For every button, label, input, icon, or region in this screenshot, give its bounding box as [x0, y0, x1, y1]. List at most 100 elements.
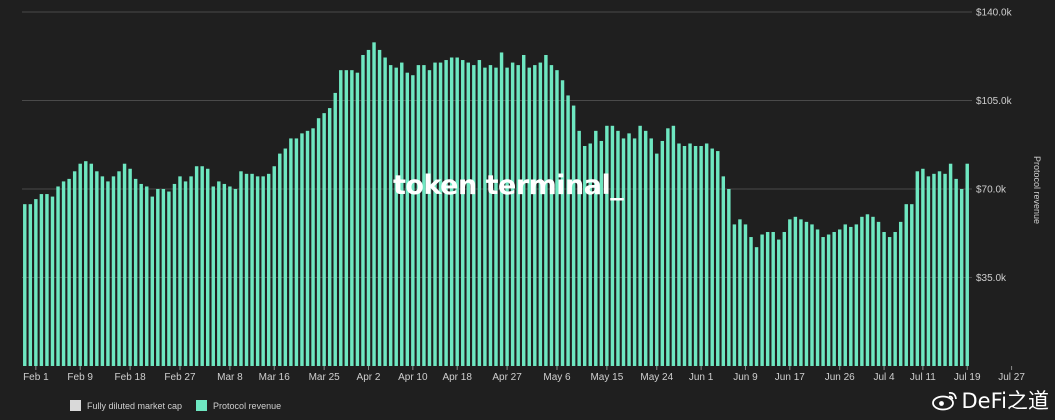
revenue-bar[interactable] — [588, 143, 592, 366]
revenue-bar[interactable] — [366, 49, 371, 367]
revenue-bar[interactable] — [183, 181, 188, 366]
revenue-bar[interactable] — [189, 176, 193, 366]
revenue-bar[interactable] — [965, 163, 969, 366]
revenue-bar[interactable] — [194, 166, 199, 366]
revenue-bar[interactable] — [56, 186, 60, 366]
revenue-bar[interactable] — [898, 221, 903, 366]
revenue-bar[interactable] — [305, 130, 310, 366]
revenue-bar[interactable] — [477, 60, 482, 366]
revenue-bar[interactable] — [732, 224, 737, 366]
revenue-bar[interactable] — [904, 204, 908, 366]
revenue-bar[interactable] — [300, 133, 304, 366]
revenue-bar[interactable] — [78, 163, 82, 366]
revenue-bar[interactable] — [122, 163, 127, 366]
revenue-bar[interactable] — [887, 237, 892, 366]
revenue-bar[interactable] — [704, 143, 709, 366]
revenue-bar[interactable] — [943, 173, 947, 366]
revenue-bar[interactable] — [228, 186, 232, 366]
revenue-bar[interactable] — [838, 229, 842, 366]
revenue-bar[interactable] — [954, 178, 958, 366]
revenue-bar[interactable] — [405, 72, 410, 366]
revenue-bar[interactable] — [832, 231, 836, 366]
revenue-bar[interactable] — [749, 237, 753, 366]
revenue-bar[interactable] — [244, 173, 249, 366]
revenue-bar[interactable] — [693, 146, 698, 366]
revenue-bar[interactable] — [948, 163, 953, 366]
revenue-bar[interactable] — [449, 57, 454, 366]
legend-item-market-cap[interactable]: Fully diluted market cap — [70, 400, 182, 411]
revenue-bar[interactable] — [582, 146, 587, 366]
revenue-bar[interactable] — [200, 166, 204, 366]
revenue-bar[interactable] — [322, 113, 326, 366]
revenue-bar[interactable] — [278, 153, 282, 366]
revenue-bar[interactable] — [95, 171, 99, 366]
revenue-bar[interactable] — [34, 199, 38, 366]
revenue-bar[interactable] — [266, 173, 271, 366]
revenue-bar[interactable] — [843, 224, 847, 366]
revenue-bar[interactable] — [222, 183, 227, 366]
revenue-bar[interactable] — [610, 125, 615, 366]
revenue-bar[interactable] — [538, 62, 543, 366]
revenue-bar[interactable] — [178, 176, 182, 366]
revenue-bar[interactable] — [483, 67, 487, 366]
revenue-bar[interactable] — [959, 189, 964, 366]
revenue-bar[interactable] — [771, 231, 775, 366]
revenue-bar[interactable] — [510, 62, 515, 366]
revenue-bar[interactable] — [383, 57, 387, 366]
revenue-bar[interactable] — [150, 196, 154, 366]
revenue-bar[interactable] — [206, 168, 210, 366]
revenue-bar[interactable] — [50, 196, 55, 366]
revenue-bar[interactable] — [167, 191, 171, 366]
revenue-bar[interactable] — [311, 128, 315, 366]
revenue-bar[interactable] — [782, 231, 786, 366]
revenue-bar[interactable] — [156, 189, 160, 366]
revenue-bar[interactable] — [84, 161, 88, 366]
revenue-bar[interactable] — [571, 105, 576, 366]
revenue-bar[interactable] — [638, 125, 642, 366]
revenue-bar[interactable] — [632, 138, 637, 366]
revenue-bar[interactable] — [915, 171, 920, 366]
revenue-bar[interactable] — [671, 125, 676, 366]
revenue-bar[interactable] — [799, 219, 803, 366]
revenue-bar[interactable] — [161, 189, 166, 366]
revenue-bar[interactable] — [217, 181, 221, 366]
revenue-bar[interactable] — [466, 62, 470, 366]
revenue-bar[interactable] — [710, 148, 714, 366]
revenue-bar[interactable] — [344, 70, 349, 366]
revenue-bar[interactable] — [865, 214, 870, 366]
revenue-bar[interactable] — [172, 183, 177, 366]
revenue-bar[interactable] — [533, 65, 537, 366]
revenue-bar[interactable] — [882, 231, 886, 366]
revenue-bar[interactable] — [937, 171, 942, 366]
revenue-bar[interactable] — [327, 108, 332, 366]
revenue-bar[interactable] — [283, 148, 288, 366]
revenue-bar[interactable] — [826, 234, 831, 366]
revenue-bar[interactable] — [743, 224, 748, 366]
revenue-bar[interactable] — [111, 176, 116, 366]
revenue-bar[interactable] — [433, 62, 437, 366]
revenue-bar[interactable] — [455, 57, 459, 366]
revenue-bar[interactable] — [544, 54, 548, 367]
revenue-bar[interactable] — [616, 130, 620, 366]
revenue-bar[interactable] — [566, 95, 570, 366]
revenue-bar[interactable] — [682, 146, 687, 366]
revenue-bar[interactable] — [577, 130, 581, 366]
revenue-bar[interactable] — [599, 140, 604, 366]
revenue-bar[interactable] — [860, 216, 864, 366]
revenue-bar[interactable] — [516, 65, 520, 366]
revenue-bar[interactable] — [316, 118, 321, 366]
revenue-bar[interactable] — [355, 72, 360, 366]
revenue-bar[interactable] — [272, 166, 276, 366]
revenue-bar[interactable] — [117, 171, 121, 366]
revenue-bar[interactable] — [716, 151, 720, 366]
revenue-bar[interactable] — [211, 186, 215, 366]
revenue-bar[interactable] — [339, 70, 343, 366]
revenue-bar[interactable] — [815, 229, 820, 366]
revenue-bar[interactable] — [427, 70, 432, 366]
revenue-bar[interactable] — [738, 219, 742, 366]
revenue-bar[interactable] — [804, 221, 809, 366]
revenue-bar[interactable] — [233, 189, 238, 366]
revenue-bar[interactable] — [23, 204, 27, 366]
revenue-bar[interactable] — [411, 75, 415, 367]
revenue-bar[interactable] — [488, 65, 493, 366]
